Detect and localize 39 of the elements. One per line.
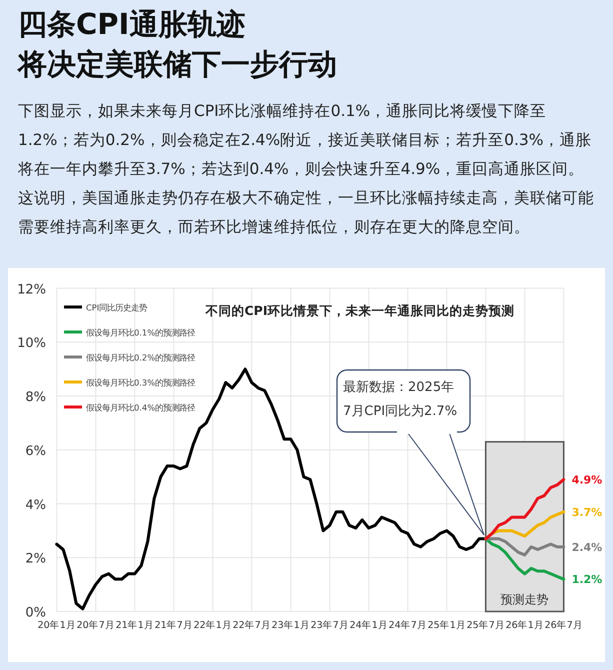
x-tick-label: 22年7月 [232,619,271,631]
y-tick-label: 0% [25,606,46,620]
x-tick-label: 22年1月 [194,619,232,631]
x-tick-label: 24年1月 [350,619,388,631]
x-tick-label: 20年1月 [38,619,76,631]
chart-subtitle: 将决定美联储下一步行动 [18,46,337,83]
legend-label: 假设每月环比0.2%的预测路径 [86,352,196,362]
legend-label: 假设每月环比0.4%的预测路径 [86,402,196,412]
legend-label: CPI同比历史走势 [86,302,148,312]
x-tick-label: 26年1月 [506,619,544,631]
band-label: 预测走势 [500,592,549,606]
line-series [55,368,488,610]
x-tick-label: 21年7月 [154,619,193,631]
x-tick-label: 21年1月 [116,619,154,631]
data-label: 3.7% [572,506,602,519]
legend-label: 假设每月环比0.1%的预测路径 [86,328,196,338]
data-label: 4.9% [572,474,602,487]
x-tick-label: 26年7月 [544,619,583,631]
data-label: 1.2% [572,573,602,586]
chart-title: 四条CPI通胀轨迹 [18,6,246,43]
x-tick-label: 24年7月 [388,619,427,631]
x-tick-label: 23年7月 [310,619,349,631]
y-tick-label: 12% [17,282,46,298]
y-tick-label: 6% [25,444,46,459]
x-tick-label: 25年1月 [428,619,466,631]
x-tick-label: 23年1月 [272,619,310,631]
x-tick-label: 20年7月 [76,619,115,631]
x-tick-label: 25年7月 [466,619,505,631]
line-series [484,537,566,556]
y-tick-label: 2% [25,552,46,567]
y-tick-label: 10% [17,336,46,352]
annotation: 不同的CPI环比情景下，未来一年通胀同比的走势预测 [204,303,514,318]
data-label: 2.4% [572,540,602,554]
text: 下图显示，如果未来每月CPI环比涨幅维持在0.1%，通胀同比将缓慢下降至1.2%；若为0.2%，则会稳定在2.4%附近，接近美联储目标；若升至0.3%，通胀将在一年内攀升至3.7%；若达到0.4%，则会快速升至4.9%，重回高通胀区间。这说明，美国通胀走势仍存在极大不确定性，一旦环比涨幅持续走高，美联储可能需要维持高利率更久，而若环比增速维持低位，则存在更大的降息空间。 [18,101,595,238]
y-tick-label: 8% [25,390,46,406]
y-tick-label: 4% [25,498,46,513]
annotation: 最新数据：2025年7月CPI同比为2.7% [343,379,458,421]
line-series [484,478,566,540]
legend-label: 假设每月环比0.3%的预测路径 [86,378,196,388]
